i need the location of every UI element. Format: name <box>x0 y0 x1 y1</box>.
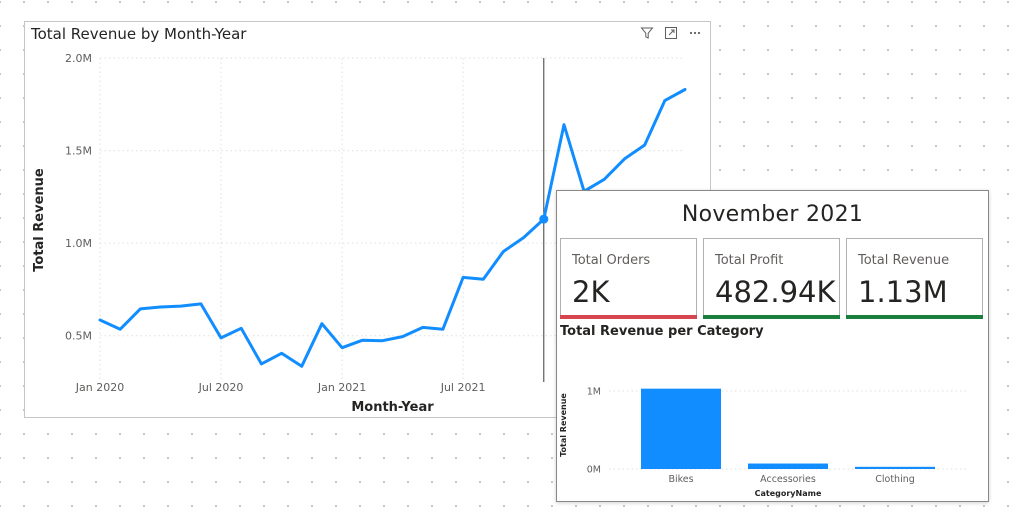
category-bar-chart: 0M 1M Bikes Accessories Clothing CategoryName… <box>559 387 967 498</box>
kpi-card-total-profit: Total Profit 482.94K <box>703 238 840 319</box>
revenue-series-line[interactable] <box>98 88 687 368</box>
kpi-accent-bar <box>846 315 983 319</box>
bar-x-tick-label: Clothing <box>875 474 915 485</box>
kpi-value: 482.94K <box>715 275 836 309</box>
bar-y-tick-label: 1M <box>587 387 601 398</box>
bar-y-axis-title: Total Revenue <box>559 393 568 457</box>
visual-header-tools <box>640 26 702 40</box>
y-axis-title: Total Revenue <box>32 168 47 272</box>
y-tick-label: 1.0M <box>65 237 92 250</box>
category-bar[interactable] <box>748 463 828 469</box>
kpi-value: 1.13M <box>858 275 948 309</box>
filter-icon[interactable] <box>640 26 654 40</box>
bar-x-tick-label: Bikes <box>668 474 693 485</box>
y-tick-label: 1.5M <box>65 145 92 158</box>
kpi-card-total-revenue: Total Revenue 1.13M <box>846 238 983 319</box>
bar-x-tick-label: Accessories <box>760 474 816 485</box>
focus-mode-icon[interactable] <box>664 26 678 40</box>
more-options-icon[interactable] <box>688 26 702 40</box>
kpi-label: Total Orders <box>572 253 651 268</box>
bar-x-axis-title: CategoryName <box>755 489 822 498</box>
x-tick-label: Jul 2021 <box>440 381 486 394</box>
kpi-card-total-orders: Total Orders 2K <box>560 238 697 319</box>
x-tick-label: Jan 2021 <box>317 381 366 394</box>
category-bar[interactable] <box>641 388 721 469</box>
kpi-label: Total Revenue <box>858 253 950 268</box>
line-visual-title: Total Revenue by Month-Year <box>31 25 247 43</box>
x-tick-label: Jan 2020 <box>75 381 124 394</box>
kpi-value: 2K <box>572 275 610 309</box>
y-tick-label: 0.5M <box>65 330 92 343</box>
tooltip-card: November 2021 Total Orders 2K Total Prof… <box>556 190 989 502</box>
x-axis-title: Month-Year <box>351 400 434 415</box>
category-chart-title: Total Revenue per Category <box>560 324 764 339</box>
y-tick-label: 2.0M <box>65 52 92 65</box>
kpi-accent-bar <box>703 315 840 319</box>
category-bar[interactable] <box>855 466 935 469</box>
kpi-accent-bar <box>560 315 697 319</box>
highlighted-data-point[interactable] <box>539 214 549 224</box>
tooltip-title: November 2021 <box>681 202 864 227</box>
bar-y-tick-label: 0M <box>587 465 601 476</box>
kpi-label: Total Profit <box>715 253 784 268</box>
x-tick-label: Jul 2020 <box>198 381 244 394</box>
